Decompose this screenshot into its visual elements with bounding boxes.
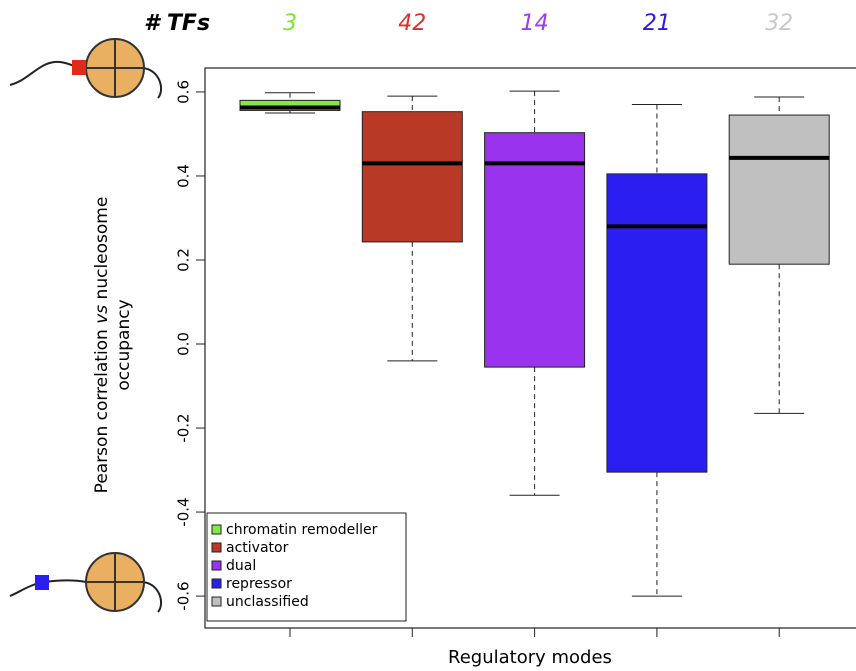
legend-label: activator	[226, 540, 289, 556]
tf-count: 3	[283, 11, 297, 36]
x-axis-label: Regulatory modes	[448, 647, 612, 668]
legend-swatch	[211, 578, 222, 589]
y-axis-label: occupancy	[114, 299, 134, 390]
legend-swatch	[211, 524, 222, 535]
nucleosome-icon-top	[9, 38, 162, 99]
box	[606, 173, 708, 473]
y-label-part: Pearson correlation	[92, 324, 112, 494]
y-tick-label: 0.6	[175, 80, 193, 104]
legend-label: unclassified	[226, 594, 309, 610]
tf-count: 32	[765, 11, 793, 36]
box	[484, 132, 586, 368]
y-tick-label: 0.0	[175, 332, 193, 356]
legend-label: chromatin remodeller	[226, 522, 378, 538]
y-tick-label: 0.2	[175, 248, 193, 272]
box	[728, 114, 830, 265]
box	[361, 111, 463, 243]
y-tick-label: -0.6	[175, 581, 193, 610]
legend-swatch	[211, 542, 222, 553]
box	[239, 99, 341, 111]
y-label-part: vs	[92, 305, 112, 324]
y-tick-label: 0.4	[175, 164, 193, 188]
header: # TFs	[144, 11, 210, 36]
legend-label: repressor	[226, 576, 292, 592]
nucleosome-icon-bottom	[9, 552, 162, 613]
tf-count: 14	[521, 11, 549, 36]
legend-label: dual	[226, 558, 256, 574]
tf-count: 42	[398, 11, 426, 36]
y-tick-label: -0.2	[175, 413, 193, 442]
y-label-part: nucleosome	[92, 197, 112, 305]
y-axis-label: Pearson correlation vs nucleosome	[92, 197, 112, 494]
legend-swatch	[211, 596, 222, 607]
legend-swatch	[211, 560, 222, 571]
tf-count: 21	[643, 11, 671, 36]
y-tick-label: -0.4	[175, 497, 193, 526]
legend-box	[206, 512, 407, 622]
